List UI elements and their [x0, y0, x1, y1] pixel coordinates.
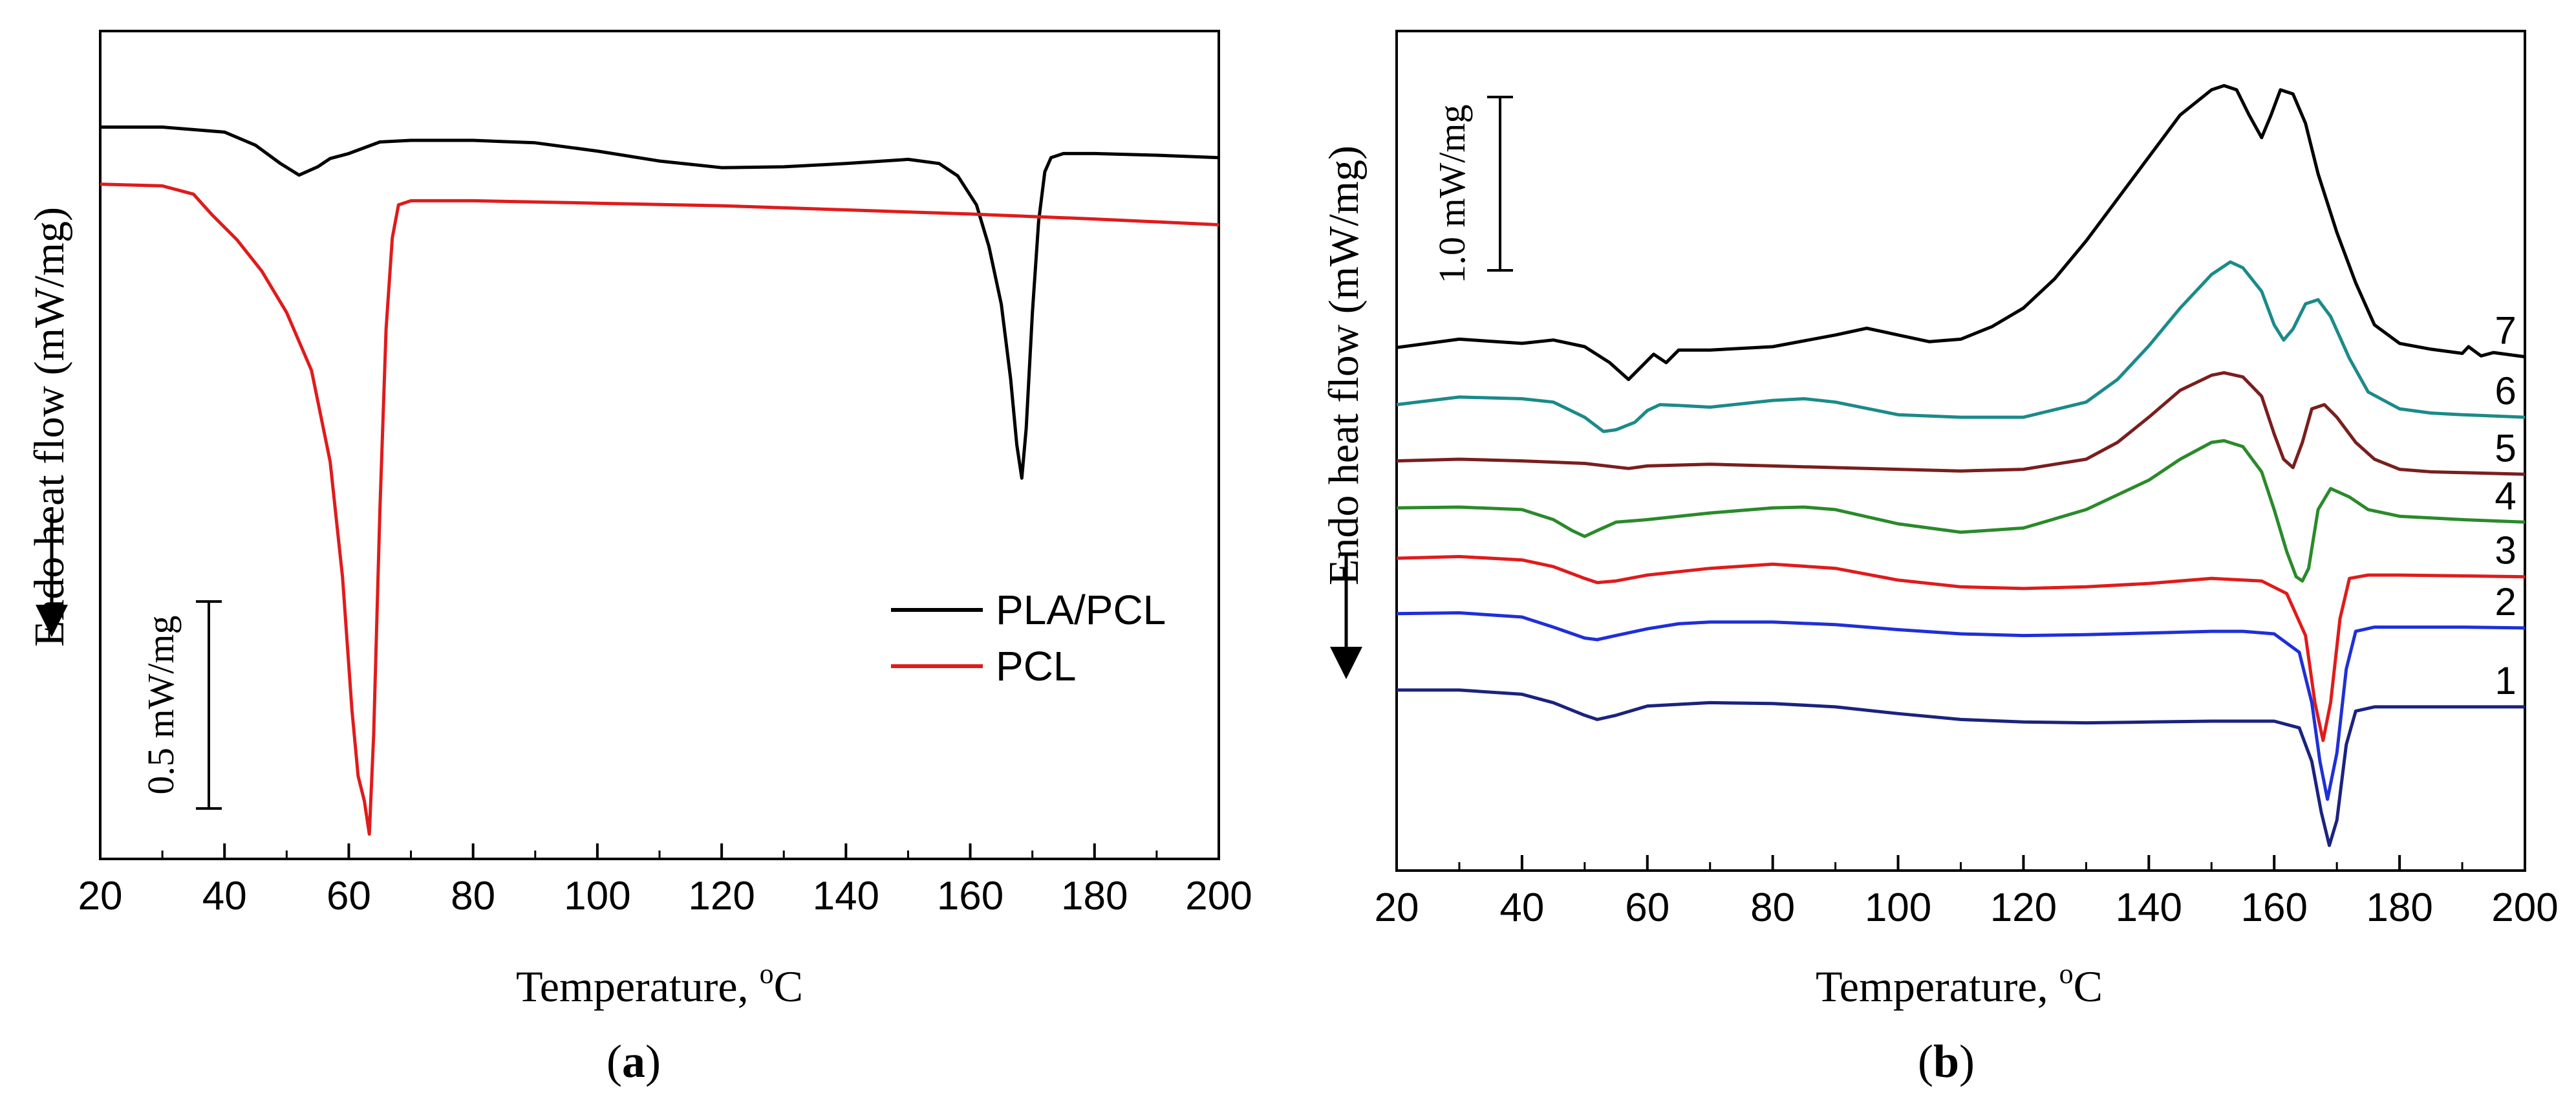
x-tick-label-a: 60	[327, 874, 371, 918]
panel-label-b: (b)	[1918, 1036, 1975, 1087]
x-tick-label-b: 80	[1750, 885, 1795, 930]
series-line-b-5	[1396, 371, 2526, 476]
x-tick-label-b: 100	[1865, 885, 1931, 930]
x-tick-label-a: 180	[1061, 874, 1128, 918]
x-axis-label-b: Temperature, oC	[1816, 958, 2103, 1011]
series-line-a-pla-pcl	[100, 125, 1219, 480]
x-tick-label-a: 200	[1185, 874, 1252, 918]
series-line-b-2	[1396, 611, 2526, 801]
x-tick-label-b: 20	[1375, 885, 1419, 930]
x-axis-a: 20 40 60 80 100 120 140 160 180 200	[78, 843, 1252, 918]
curve-label-5: 5	[2495, 426, 2516, 470]
x-tick-label-b: 60	[1625, 885, 1669, 930]
x-tick-label-b: 160	[2240, 885, 2307, 930]
scale-bar-b: 1.0 mW/mg	[1431, 96, 1513, 284]
scale-bar-label-a: 0.5 mW/mg	[140, 615, 182, 794]
legend-label-pla-pcl: PLA/PCL	[996, 587, 1166, 633]
x-tick-label-a: 120	[688, 874, 755, 918]
x-tick-label-a: 40	[202, 874, 247, 918]
series-line-b-6	[1396, 260, 2526, 433]
series-group-b: 7 6 54 3 2 1	[1396, 83, 2526, 847]
x-tick-label-b: 180	[2366, 885, 2432, 930]
series-group-a	[100, 125, 1219, 836]
scale-bar-label-b: 1.0 mW/mg	[1431, 104, 1473, 283]
x-axis-unit-b: C	[2074, 962, 2103, 1011]
x-tick-label-b: 40	[1499, 885, 1544, 930]
x-tick-label-b: 200	[2491, 885, 2558, 930]
x-tick-label-a: 140	[813, 874, 879, 918]
y-axis-label-a: Endo heat flow (mW/mg)	[26, 207, 73, 647]
series-line-b-7	[1396, 83, 2526, 382]
series-line-b-1	[1397, 688, 2525, 847]
series-line-a-pcl	[100, 182, 1219, 836]
x-tick-label-a: 160	[937, 874, 1004, 918]
degree-superscript-a: o	[760, 958, 774, 990]
x-tick-label-a: 20	[78, 874, 123, 918]
series-line-b-4	[1396, 439, 2526, 583]
x-axis-unit-a: C	[774, 962, 803, 1011]
x-tick-label-a: 80	[451, 874, 495, 918]
x-tick-label-b: 120	[1990, 885, 2057, 930]
degree-superscript-b: o	[2059, 958, 2074, 990]
x-tick-label-a: 100	[564, 874, 630, 918]
chart-panel-a: 20 40 60 80 100 120 140 160 180 200 Endo heat flo…	[26, 30, 1252, 1087]
curve-label-1: 1	[2495, 659, 2516, 702]
curve-label-3: 3	[2495, 529, 2516, 572]
chart-panel-b: 20 40 60 80 100 120 140 160 180 200 7 6 54 3 2 1 Endo …	[1320, 30, 2559, 1087]
y-axis-label-b: Endo heat flow (mW/mg)	[1320, 146, 1368, 585]
x-axis-label-a: Temperature, oC	[516, 958, 803, 1011]
curve-label-4: 4	[2495, 474, 2516, 517]
series-line-b-3	[1396, 555, 2526, 743]
legend-a: PLA/PCL PCL	[891, 587, 1166, 689]
x-tick-label-b: 140	[2116, 885, 2182, 930]
curve-label-2: 2	[2495, 580, 2516, 623]
scale-bar-a: 0.5 mW/mg	[140, 600, 222, 810]
x-axis-b: 20 40 60 80 100 120 140 160 180 200	[1375, 855, 2559, 930]
curve-label-6: 6	[2495, 369, 2516, 413]
legend-label-pcl: PCL	[996, 643, 1077, 689]
plot-frame-b	[1395, 30, 2526, 872]
panel-label-a: (a)	[606, 1036, 661, 1087]
curve-label-7: 7	[2495, 309, 2516, 352]
